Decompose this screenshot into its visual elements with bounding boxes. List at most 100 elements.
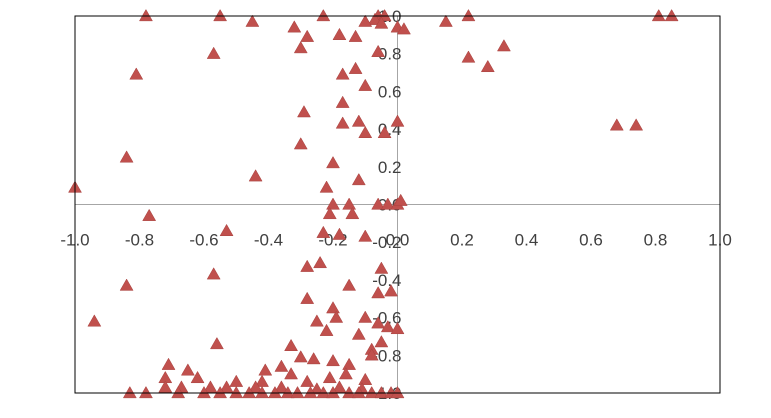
data-point — [496, 39, 511, 52]
data-point — [345, 206, 360, 220]
data-point — [380, 320, 395, 333]
x-tick-label: -0.4 — [254, 231, 283, 250]
data-point — [390, 321, 405, 335]
data-point — [171, 385, 186, 399]
data-point — [229, 374, 244, 387]
data-point — [358, 372, 373, 385]
data-point — [329, 310, 344, 323]
data-point — [629, 118, 644, 131]
data-point — [358, 229, 373, 242]
data-point — [461, 8, 476, 22]
x-tick-label: 0.2 — [450, 231, 474, 250]
data-point — [651, 8, 666, 22]
data-point — [280, 385, 295, 399]
data-point — [309, 382, 324, 395]
data-points — [68, 8, 679, 399]
data-point — [284, 367, 299, 380]
data-point — [293, 137, 308, 150]
data-point — [248, 380, 263, 393]
data-point — [316, 225, 331, 238]
data-point — [206, 46, 221, 59]
data-point — [300, 29, 315, 42]
data-point — [316, 8, 331, 22]
data-point — [374, 16, 389, 29]
data-point — [332, 227, 347, 240]
data-point — [364, 385, 379, 399]
data-point — [300, 291, 315, 304]
data-point — [374, 385, 389, 399]
data-point — [142, 208, 157, 221]
data-point — [274, 359, 289, 372]
x-tick-label: -0.6 — [189, 231, 218, 250]
data-point — [351, 385, 366, 399]
data-point — [377, 125, 392, 138]
data-point — [319, 323, 334, 336]
data-point — [303, 385, 318, 399]
data-point — [322, 370, 337, 384]
data-point — [245, 14, 260, 27]
data-point — [293, 350, 308, 363]
data-point — [335, 116, 350, 129]
y-tick-label: -0.8 — [372, 346, 401, 365]
data-point — [358, 125, 373, 138]
data-point — [319, 180, 334, 193]
data-point — [190, 370, 205, 384]
plot-frame — [74, 15, 721, 394]
data-point — [206, 267, 221, 280]
data-point — [248, 169, 263, 182]
data-point — [358, 310, 373, 323]
data-point — [371, 44, 386, 57]
data-point — [313, 255, 328, 269]
data-point — [242, 385, 257, 399]
data-point — [139, 385, 153, 399]
data-point — [287, 20, 302, 33]
y-tick-label: -0.2 — [372, 233, 401, 252]
data-point — [316, 385, 331, 399]
data-point — [390, 385, 405, 399]
data-point — [119, 278, 134, 291]
data-point — [129, 67, 144, 80]
data-point — [438, 14, 453, 27]
data-point — [351, 114, 366, 127]
data-point — [371, 316, 386, 329]
data-point — [326, 197, 340, 210]
y-tick-label: 0.2 — [378, 158, 402, 177]
data-point — [293, 41, 308, 54]
data-point — [664, 8, 679, 22]
data-point — [300, 259, 315, 272]
data-point — [351, 172, 366, 186]
data-point — [342, 385, 357, 399]
data-point — [335, 95, 350, 108]
data-point — [258, 363, 273, 376]
data-point — [213, 8, 228, 22]
x-tick-label: 0.0 — [386, 231, 410, 250]
data-point — [326, 301, 340, 314]
data-point — [322, 206, 337, 220]
data-point — [119, 150, 134, 163]
data-point — [332, 380, 347, 393]
data-point — [290, 385, 305, 399]
data-point — [197, 385, 211, 399]
data-point — [297, 105, 311, 118]
x-tick-label: 0.6 — [579, 231, 603, 250]
data-point — [326, 156, 340, 169]
data-point — [358, 78, 373, 91]
data-point — [300, 374, 315, 387]
data-point — [461, 50, 476, 63]
data-point — [219, 380, 234, 393]
data-point — [384, 284, 398, 297]
tick-labels: -1.0-0.8-0.6-0.4-0.20.00.20.40.60.81.0-1… — [60, 7, 731, 403]
data-point — [87, 314, 102, 327]
data-point — [358, 14, 373, 27]
data-point — [371, 197, 386, 210]
x-tick-label: 0.8 — [644, 231, 668, 250]
data-point — [374, 261, 389, 274]
data-point — [342, 357, 357, 370]
data-point — [390, 114, 405, 127]
data-point — [139, 8, 153, 22]
data-point — [268, 385, 282, 399]
data-point — [219, 223, 234, 237]
data-point — [342, 197, 357, 210]
x-tick-label: 0.4 — [515, 231, 539, 250]
